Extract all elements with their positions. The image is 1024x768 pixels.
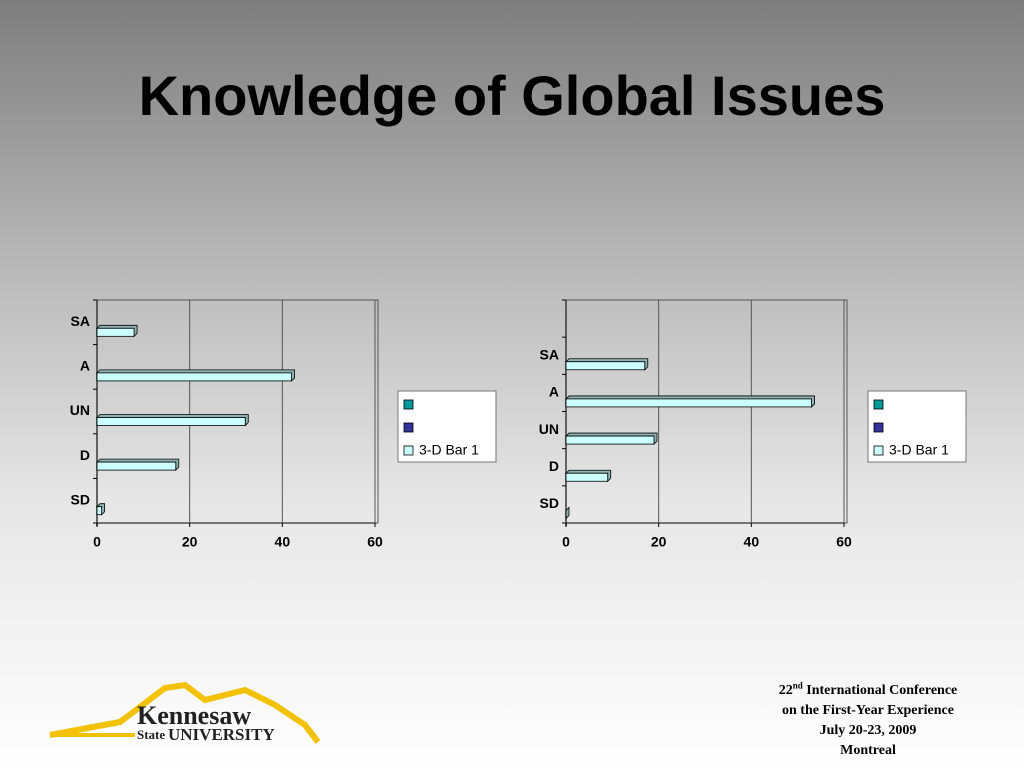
x-tick-label: 60 [836,534,852,550]
y-tick-label: SD [540,495,559,511]
y-tick-label: SA [71,313,90,329]
y-tick-label: UN [70,402,90,418]
x-tick-label: 20 [182,534,198,550]
y-tick-label: UN [539,421,559,437]
edition-suffix: nd [792,680,803,691]
legend-label: 3-D Bar 1 [419,442,479,458]
y-tick-label: SA [540,346,559,362]
y-tick-label: D [80,447,90,463]
bar-depth [565,506,570,520]
x-tick-label: 0 [562,534,570,550]
conference-name: International Conference [806,683,958,698]
y-tick-label: A [80,358,90,374]
x-tick-label: 60 [367,534,383,550]
bar [96,506,103,516]
legend-box [867,390,967,463]
y-tick-label: SD [71,491,90,507]
legend-swatch [873,399,884,410]
conference-line: 22nd International Conference [740,681,996,701]
legend-swatch [873,422,884,433]
bar [565,435,655,445]
x-tick-label: 40 [275,534,291,550]
legend-swatch [403,422,414,433]
edition-number: 22 [778,683,793,698]
legend-swatch [403,445,414,456]
y-tick-label: D [549,458,559,474]
x-tick-label: 20 [651,534,667,550]
x-tick-label: 0 [93,534,101,550]
logo-name: Kennesaw [137,701,251,730]
legend-box [397,390,497,463]
plot-area [96,299,379,524]
conference-line: on the First-Year Experience [782,703,954,718]
legend-swatch [873,445,884,456]
bar [565,398,812,408]
conference-info: 22nd International Conference on the Fir… [740,681,996,761]
logo-mountain [49,681,321,744]
bar [96,372,293,382]
bar [96,417,246,426]
slide-title: Knowledge of Global Issues [139,64,886,127]
conference-line: July 20-23, 2009 [819,723,917,738]
bar [96,461,177,471]
x-tick-label: 40 [744,534,760,550]
bar [565,472,609,482]
logo-state: State [137,727,165,742]
legend-label: 3-D Bar 1 [889,442,949,458]
y-tick-label: A [549,384,559,400]
legend-swatch [403,399,414,410]
logo-university: UNIVERSITY [168,725,275,744]
conference-line: Montreal [840,743,896,758]
bar [96,327,135,337]
logo: Kennesaw State UNIVERSITY [49,681,321,744]
bar [565,361,646,371]
plot-area [565,299,848,524]
